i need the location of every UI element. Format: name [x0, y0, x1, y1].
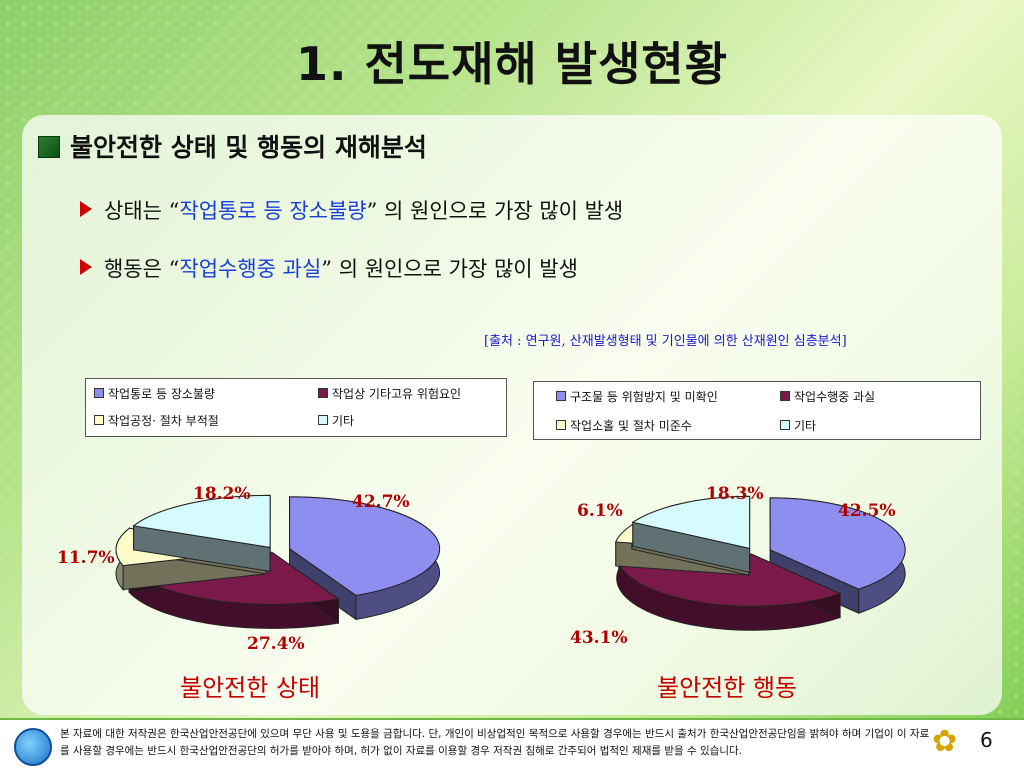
bullet-state: 상태는 “작업통로 등 장소불량” 의 원인으로 가장 많이 발생 — [80, 195, 623, 225]
bullet-state-post: ” 의 원인으로 가장 많이 발생 — [366, 199, 624, 223]
legend-swatch — [780, 420, 790, 430]
section-heading: 불안전한 상태 및 행동의 재해분석 — [38, 128, 427, 164]
legend-swatch — [556, 420, 566, 430]
legend-label: 작업상 기타고유 위험요인 — [332, 387, 462, 401]
bullet-triangle-icon — [80, 201, 92, 217]
legend-item: 작업통로 등 장소불량 — [94, 385, 215, 402]
caption-action: 불안전한 행동 — [657, 674, 798, 702]
legend-label: 작업수행중 과실 — [794, 390, 876, 404]
legend-swatch — [556, 391, 566, 401]
legend-label: 작업공정· 절차 부적절 — [108, 414, 219, 428]
footer: 본 자료에 대한 저작권은 한국산업안전공단에 있으며 무단 사용 및 도용을 … — [0, 718, 1024, 770]
legend-swatch — [94, 415, 104, 425]
heading-text: 불안전한 상태 및 행동의 재해분석 — [70, 133, 427, 162]
bullet-state-highlight: 작업통로 등 장소불량 — [179, 199, 367, 223]
pie-action-label-structure: 42.5% — [838, 501, 896, 521]
pie-state-label-other: 18.2% — [193, 484, 251, 504]
bullet-action-post: ” 의 원인으로 가장 많이 발생 — [321, 257, 578, 281]
pie-state-label-process: 11.7% — [57, 548, 115, 568]
bullet-action-pre: 행동은 “ — [104, 257, 180, 281]
legend-swatch — [318, 388, 328, 398]
slide-title: 1. 전도재해 발생현황 — [295, 37, 729, 91]
legend-swatch — [94, 388, 104, 398]
legend-label: 작업소홀 및 절차 미준수 — [570, 419, 692, 433]
legend-item: 구조물 등 위험방지 및 미확인 — [556, 388, 718, 405]
bullet-square-icon — [38, 136, 60, 158]
copyright-notice: 본 자료에 대한 저작권은 한국산업안전공단에 있으며 무단 사용 및 도용을 … — [60, 728, 930, 757]
legend-label: 구조물 등 위험방지 및 미확인 — [570, 390, 718, 404]
page-number: 6 — [980, 728, 993, 752]
legend-state: 작업통로 등 장소불량 작업상 기타고유 위험요인 작업공정· 절차 부적절 기… — [85, 378, 507, 437]
pie-slice — [631, 495, 751, 574]
legend-item: 기타 — [318, 412, 354, 429]
pie-action-label-mistake: 43.1% — [570, 628, 628, 648]
kosha-logo-icon — [14, 728, 52, 766]
pie-chart-state — [115, 494, 441, 629]
pie-slice — [289, 496, 441, 621]
legend-item: 작업소홀 및 절차 미준수 — [556, 417, 692, 434]
pie-action-label-other: 18.3% — [706, 484, 764, 504]
legend-label: 작업통로 등 장소불량 — [108, 387, 215, 401]
legend-item: 작업상 기타고유 위험요인 — [318, 385, 461, 402]
source-citation: [출처 : 연구원, 산재발생형태 및 기인물에 의한 산재원인 심층분석] — [484, 334, 847, 349]
legend-item: 작업수행중 과실 — [780, 388, 875, 405]
legend-action: 구조물 등 위험방지 및 미확인 작업수행중 과실 작업소홀 및 절차 미준수 … — [533, 381, 981, 440]
pie-slice — [132, 494, 271, 572]
bullet-action-highlight: 작업수행중 과실 — [179, 257, 322, 281]
pie-chart-action — [615, 495, 906, 631]
legend-label: 기타 — [794, 419, 817, 433]
legend-item: 기타 — [780, 417, 816, 434]
pie-state-label-main: 42.7% — [352, 492, 410, 512]
bullet-state-pre: 상태는 “ — [104, 199, 180, 223]
legend-label: 기타 — [332, 414, 355, 428]
legend-swatch — [318, 415, 328, 425]
pie-state-label-hazard: 27.4% — [247, 634, 305, 654]
pie-action-label-neglect: 6.1% — [577, 501, 623, 521]
bullet-triangle-icon — [80, 259, 92, 275]
caption-state: 불안전한 상태 — [180, 674, 321, 702]
mascot-icon: ✿ — [932, 724, 958, 759]
bullet-action: 행동은 “작업수행중 과실” 의 원인으로 가장 많이 발생 — [80, 253, 578, 283]
legend-swatch — [780, 391, 790, 401]
legend-item: 작업공정· 절차 부적절 — [94, 412, 219, 429]
